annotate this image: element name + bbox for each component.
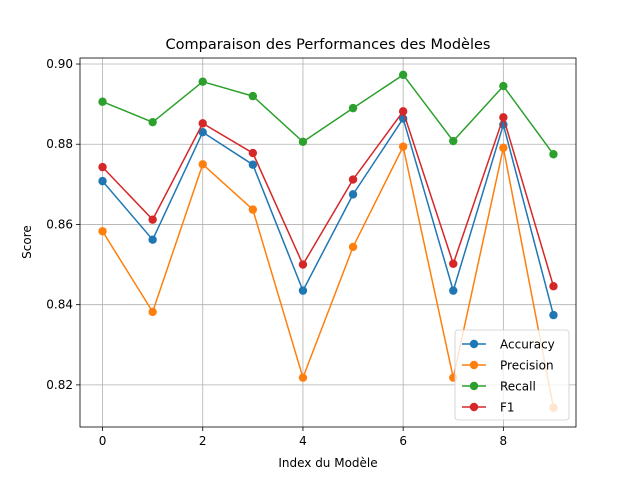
legend-label-precision: Precision bbox=[500, 359, 554, 373]
data-point-precision bbox=[398, 142, 408, 151]
data-point-f1 bbox=[348, 175, 358, 184]
data-point-f1 bbox=[298, 260, 308, 269]
data-point-recall bbox=[348, 103, 358, 113]
data-point-accuracy bbox=[449, 286, 458, 295]
legend-label-f1: F1 bbox=[500, 401, 515, 415]
data-point-accuracy bbox=[248, 160, 258, 169]
x-tick-label: 0 bbox=[99, 434, 107, 448]
y-tick-label: 0.90 bbox=[46, 57, 73, 71]
legend-marker-recall bbox=[469, 381, 479, 391]
x-axis-ticks: 0 2 4 6 8 bbox=[99, 427, 507, 448]
series-layer bbox=[98, 70, 558, 412]
data-point-precision bbox=[348, 242, 358, 252]
y-tick-label: 0.82 bbox=[46, 378, 73, 392]
data-point-recall bbox=[98, 97, 107, 106]
data-point-recall bbox=[449, 136, 458, 146]
data-point-precision bbox=[98, 227, 107, 236]
data-point-precision bbox=[499, 143, 508, 153]
data-point-accuracy bbox=[348, 190, 358, 199]
x-tick-label: 8 bbox=[500, 434, 508, 448]
y-axis-ticks: 0.82 0.84 0.86 0.88 0.90 bbox=[46, 57, 80, 392]
data-point-recall bbox=[148, 117, 157, 127]
legend-marker-f1 bbox=[469, 402, 479, 412]
data-point-f1 bbox=[248, 148, 258, 158]
data-point-recall bbox=[499, 81, 508, 91]
y-tick-label: 0.88 bbox=[46, 137, 73, 151]
data-point-f1 bbox=[549, 282, 558, 291]
data-point-recall bbox=[549, 150, 558, 159]
data-point-recall bbox=[298, 137, 308, 147]
series-line-f1 bbox=[102, 110, 555, 287]
series-line-precision bbox=[101, 145, 555, 408]
x-tick-label: 2 bbox=[199, 434, 207, 448]
data-point-f1 bbox=[98, 162, 107, 172]
data-point-accuracy bbox=[198, 128, 207, 137]
chart-title: Comparaison des Performances des Modèles bbox=[166, 37, 491, 53]
legend-label-recall: Recall bbox=[500, 380, 536, 394]
x-axis-label: Index du Modèle bbox=[278, 456, 377, 470]
data-point-f1 bbox=[499, 113, 508, 122]
axes-frame bbox=[79, 57, 577, 428]
legend-label-accuracy: Accuracy bbox=[500, 338, 555, 352]
data-point-precision bbox=[198, 160, 207, 169]
data-point-accuracy bbox=[148, 235, 157, 244]
y-tick-label: 0.86 bbox=[46, 217, 73, 231]
legend: Accuracy Precision Recall F1 bbox=[454, 329, 570, 421]
data-point-f1 bbox=[148, 215, 157, 224]
data-point-accuracy bbox=[98, 176, 107, 186]
data-point-recall bbox=[398, 70, 408, 80]
data-point-precision bbox=[298, 373, 308, 382]
legend-box bbox=[454, 329, 570, 421]
data-point-f1 bbox=[198, 119, 207, 128]
series-line-accuracy bbox=[101, 117, 555, 316]
y-axis-label: Score bbox=[20, 225, 34, 259]
data-point-recall bbox=[198, 77, 207, 86]
data-point-precision bbox=[148, 307, 157, 317]
series-line-recall bbox=[102, 74, 555, 155]
data-point-accuracy bbox=[298, 286, 308, 295]
data-point-accuracy bbox=[549, 310, 558, 320]
x-tick-label: 6 bbox=[399, 434, 407, 448]
x-tick-label: 4 bbox=[299, 434, 307, 448]
legend-marker-precision bbox=[469, 360, 479, 370]
legend-marker-accuracy bbox=[469, 339, 479, 349]
plot-frame bbox=[79, 57, 577, 428]
data-point-precision bbox=[248, 205, 258, 214]
y-tick-label: 0.84 bbox=[46, 298, 73, 312]
data-point-f1 bbox=[398, 107, 408, 116]
data-point-f1 bbox=[449, 259, 458, 268]
data-point-recall bbox=[248, 91, 258, 101]
